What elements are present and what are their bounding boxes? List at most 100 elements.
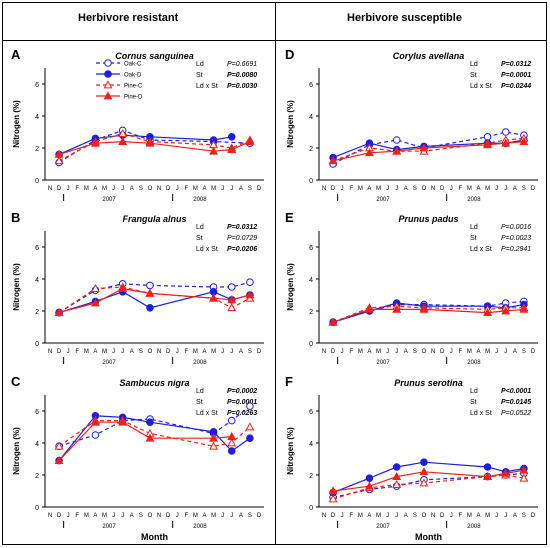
x-tick-label: J [395,349,398,355]
data-point-pine-d [501,306,511,315]
x-tick-label: A [367,513,371,519]
x-tick-label: S [248,349,252,355]
y-tick-label: 0 [35,505,39,512]
x-tick-label: A [202,349,206,355]
x-tick-label: F [184,186,188,192]
series-pine-d [54,283,255,316]
stat-p-value: P=0.6691 [227,61,257,68]
x-tick-label: J [450,513,453,519]
x-tick-label: J [386,513,389,519]
series-line-pine-c [332,305,524,323]
x-tick-label: M [467,186,472,192]
year-label: 2008 [193,360,207,366]
data-point-pine-d [519,304,529,313]
year-label: 2007 [376,360,390,366]
data-point-pine-d [364,304,374,313]
data-point-oak-c [227,283,236,291]
y-axis-label: Nitrogen (%) [12,263,21,311]
data-point-pine-d [419,304,429,313]
data-point-pine-d [364,481,374,490]
x-tick-label: D [531,186,536,192]
x-tick-label: D [331,186,336,192]
stat-label: St [196,399,203,406]
panel-letter: B [11,210,20,225]
panel-title: Prunus padus [398,214,458,224]
x-tick-label: M [485,186,490,192]
stat-p-value: P=0.0030 [227,83,257,90]
x-tick-label: S [522,349,526,355]
x-tick-label: M [211,349,216,355]
stat-p-value: P=0.2941 [501,246,531,253]
data-point-pine-c [419,478,429,487]
y-axis-label: Nitrogen (%) [286,100,295,148]
x-tick-label: M [211,513,216,519]
series-line-oak-c [332,472,524,498]
x-tick-label: N [157,349,161,355]
data-point-pine-d [328,156,338,165]
x-tick-label: J [450,349,453,355]
legend-marker-oak-d [104,70,112,78]
x-tick-label: A [130,186,134,192]
data-point-oak-d [246,434,254,442]
series-line-oak-c [58,281,251,314]
series-pine-c [328,470,529,503]
y-tick-label: 6 [309,82,313,89]
x-tick-label: A [239,186,243,192]
data-point-pine-d [209,146,219,155]
series-oak-d [329,136,528,162]
stat-p-value: P=0.0312 [227,224,257,231]
x-tick-label: A [367,186,371,192]
x-tick-label: N [157,513,161,519]
x-tick-label: J [230,513,233,519]
x-tick-label: J [112,349,115,355]
x-tick-label: A [476,349,480,355]
x-tick-label: J [112,186,115,192]
panel-letter: F [285,374,293,389]
x-tick-label: J [176,186,179,192]
x-tick-label: N [431,186,435,192]
x-tick-label: S [139,186,143,192]
y-tick-label: 2 [35,146,39,153]
y-tick-label: 6 [35,409,39,416]
data-point-oak-d [365,474,374,482]
data-point-pine-d [227,295,237,304]
x-tick-label: J [230,349,233,355]
panel-letter: A [11,47,21,62]
x-tick-label: A [239,513,243,519]
data-point-oak-c [392,136,401,144]
data-point-oak-d [483,463,492,471]
x-tick-label: F [349,349,353,355]
data-point-oak-c [91,431,100,439]
data-point-pine-d [54,455,64,464]
x-tick-label: F [349,513,353,519]
x-tick-label: A [93,186,97,192]
data-point-pine-d [54,307,64,316]
x-tick-label: F [458,513,462,519]
series-oak-d [329,458,528,497]
data-point-pine-d [227,144,237,153]
x-tick-label: D [166,513,171,519]
series-pine-d [328,465,529,495]
data-point-pine-d [419,467,429,476]
x-tick-label: A [202,186,206,192]
y-tick-label: 4 [309,277,313,284]
x-tick-label: D [531,513,536,519]
series-pine-d [54,417,237,464]
header-divider [2,40,547,41]
data-point-oak-c [501,128,510,136]
series-pine-d [54,136,255,158]
series-oak-c [55,278,254,317]
x-tick-label: S [413,513,417,519]
x-tick-label: J [221,349,224,355]
y-tick-label: 0 [35,178,39,185]
x-tick-label: S [413,349,417,355]
stat-label: Ld x St [470,410,492,417]
data-point-pine-d [419,143,429,152]
series-pine-c [54,415,255,450]
x-tick-label: A [476,513,480,519]
x-tick-label: F [75,186,79,192]
x-tick-label: O [148,186,153,192]
x-tick-label: M [193,349,198,355]
y-tick-label: 6 [309,245,313,252]
